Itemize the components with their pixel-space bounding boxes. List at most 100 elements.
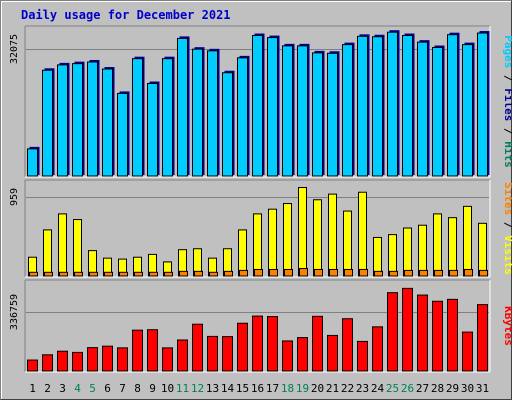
x-tick-label: 19 [296, 382, 309, 395]
x-tick-label: 18 [281, 382, 294, 395]
bar-visits [298, 187, 307, 277]
bar-hits [222, 72, 233, 177]
x-tick-label: 22 [341, 382, 354, 395]
bar-kbytes [402, 287, 413, 372]
series-label-part: Hits [502, 141, 512, 168]
bar-visits [313, 199, 322, 277]
bar-kbytes [357, 340, 368, 372]
series-label-part: / [502, 121, 512, 141]
bar-visits [478, 222, 487, 277]
bar-kbytes [132, 329, 143, 372]
series-label: Pages / Files / Hits [502, 35, 512, 168]
bar-kbytes [477, 304, 488, 372]
bar-kbytes [42, 354, 53, 372]
bar-sites [104, 271, 113, 277]
bar-kbytes [207, 335, 218, 372]
bar-sites [269, 268, 278, 277]
x-tick-label: 26 [401, 382, 414, 395]
x-tick-label: 17 [266, 382, 279, 395]
bar-sites [224, 270, 233, 277]
bar-sites [254, 268, 263, 277]
bar-hits [462, 44, 473, 177]
series-label-part: Files [502, 88, 512, 121]
bar-hits [207, 50, 218, 177]
bar-kbytes [417, 294, 428, 372]
bar-sites [59, 271, 68, 277]
bar-sites [149, 271, 158, 277]
bar-sites [164, 271, 173, 277]
bar-visits [343, 210, 352, 277]
x-tick-label: 7 [119, 382, 126, 395]
bar-visits [253, 213, 262, 277]
bar-hits [132, 58, 143, 177]
x-tick-label: 14 [221, 382, 235, 395]
bar-visits [73, 219, 82, 277]
x-tick-label: 20 [311, 382, 324, 395]
bar-kbytes [147, 329, 158, 372]
x-tick-label: 29 [446, 382, 459, 395]
series-label-part: KBytes [502, 306, 512, 346]
bar-kbytes [27, 359, 38, 372]
bar-kbytes [387, 292, 398, 372]
bar-visits [58, 213, 67, 277]
bar-kbytes [267, 316, 278, 372]
bar-hits [342, 44, 353, 177]
bar-sites [479, 269, 488, 277]
bar-kbytes [297, 337, 308, 372]
bar-sites [329, 268, 338, 277]
bar-sites [344, 268, 353, 277]
panel-hits: 32075 Pages / Files / Hits [9, 25, 512, 178]
bar-sites [179, 270, 188, 277]
x-tick-label: 23 [356, 382, 369, 395]
bar-hits [42, 69, 53, 177]
y-tick-label: 336759 [9, 294, 20, 330]
bar-sites [209, 271, 218, 277]
bar-sites [464, 268, 473, 277]
series-label: Sites / Visits [502, 182, 512, 275]
bar-hits [72, 63, 83, 177]
bar-kbytes [177, 339, 188, 372]
series-label: KBytes [502, 306, 512, 346]
bar-hits [267, 37, 278, 177]
x-tick-label: 3 [59, 382, 66, 395]
bar-visits [448, 217, 457, 277]
bar-sites [239, 269, 248, 277]
panel-kbytes: 336759 KBytes [9, 279, 512, 373]
x-tick-label: 2 [44, 382, 51, 395]
bar-sites [134, 271, 143, 277]
bar-visits [43, 229, 52, 277]
x-tick-label: 13 [206, 382, 219, 395]
bar-hits [252, 35, 263, 177]
series-label-part: Sites [502, 182, 512, 215]
x-tick-label: 21 [326, 382, 339, 395]
chart-title: Daily usage for December 2021 [21, 8, 231, 22]
bar-kbytes [222, 336, 233, 372]
bar-visits [463, 205, 472, 277]
bar-sites [194, 270, 203, 277]
bar-visits [433, 213, 442, 277]
series-label-part: Pages [502, 35, 512, 68]
x-tick-label: 6 [104, 382, 111, 395]
bar-hits [432, 47, 443, 177]
bar-sites [404, 269, 413, 277]
x-tick-label: 8 [134, 382, 141, 395]
x-tick-label: 1 [29, 382, 36, 395]
bar-sites [119, 271, 128, 277]
bar-sites [449, 269, 458, 277]
bar-kbytes [237, 322, 248, 372]
bar-kbytes [102, 345, 113, 372]
bar-visits [403, 227, 412, 277]
bar-visits [418, 224, 427, 277]
bar-sites [44, 271, 53, 277]
bar-hits [477, 32, 488, 177]
bar-visits [268, 208, 277, 277]
bar-hits [282, 45, 293, 177]
bar-hits [237, 57, 248, 177]
y-tick-label: 32075 [9, 34, 20, 64]
bar-hits [87, 61, 98, 177]
x-tick-label: 4 [74, 382, 81, 395]
x-tick-label: 24 [371, 382, 385, 395]
bar-kbytes [162, 347, 173, 372]
bar-visits [358, 191, 367, 277]
bar-kbytes [432, 300, 443, 372]
